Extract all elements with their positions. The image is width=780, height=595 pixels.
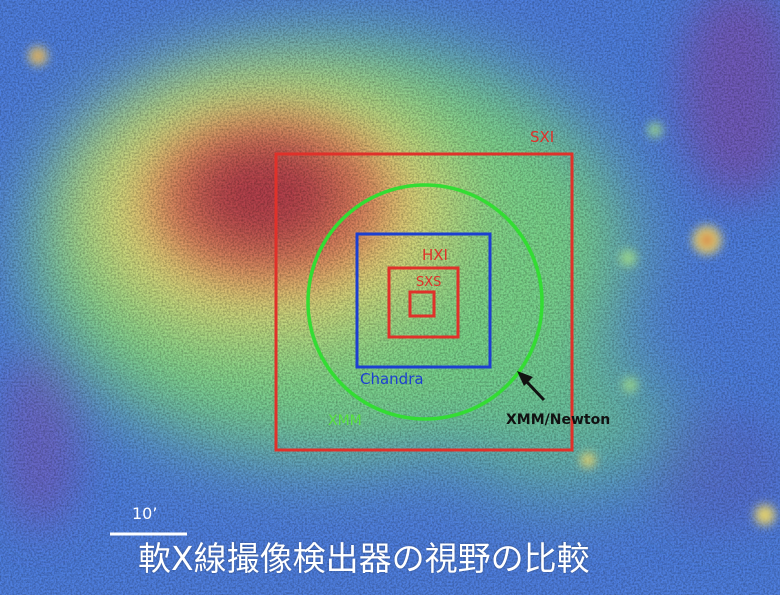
xmm-label: XMM xyxy=(328,413,362,429)
xmm-newton-label: XMM/Newton xyxy=(506,412,611,428)
sxs-label: SXS xyxy=(416,275,442,290)
image-caption: 軟X線撮像検出器の視野の比較 xyxy=(138,539,590,578)
sxs-field-box xyxy=(408,290,436,318)
xmm-field-circle xyxy=(306,183,544,421)
hxi-label: HXI xyxy=(422,246,448,264)
scale-label: 10’ xyxy=(132,504,158,523)
xmm-newton-arrow xyxy=(517,371,546,402)
sxi-field-box xyxy=(274,152,574,452)
hxi-field-box xyxy=(387,266,460,339)
chandra-label: Chandra xyxy=(360,370,424,388)
chandra-field-box xyxy=(355,232,492,369)
sxi-label: SXI xyxy=(530,128,555,146)
point-sources xyxy=(29,47,775,525)
